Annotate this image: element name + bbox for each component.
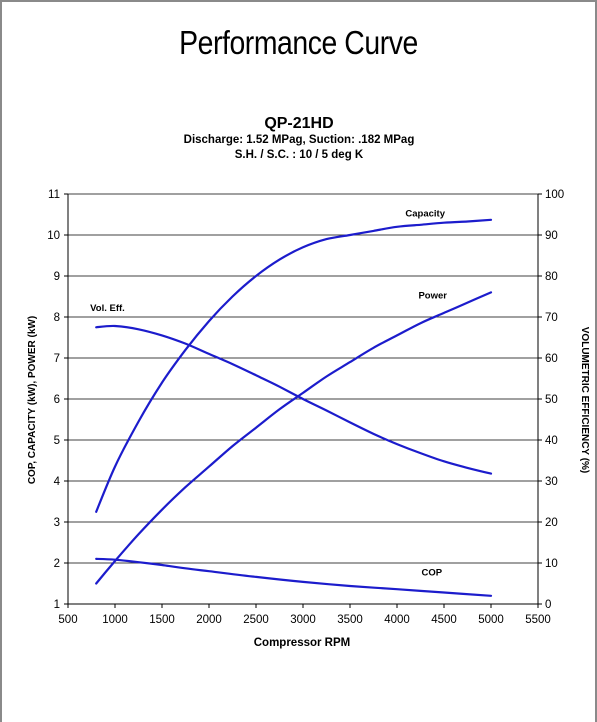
- x-tick-label-3: 2000: [196, 614, 222, 626]
- x-tick-label-9: 5000: [478, 614, 504, 626]
- y-tick-label-1: 2: [54, 558, 60, 570]
- y2-tick-label-5: 50: [545, 394, 558, 406]
- x-tick-label-5: 3000: [290, 614, 316, 626]
- series-label-cop: COP: [421, 567, 442, 578]
- y2-tick-label-8: 80: [545, 271, 558, 283]
- y-ticks: 1 2 3 4 5 6 7 8 9 10 11: [47, 189, 68, 611]
- y-tick-label-9: 10: [47, 230, 60, 242]
- y2-tick-label-1: 10: [545, 558, 558, 570]
- series-line-vol-eff: [95, 324, 493, 475]
- y-tick-label-2: 3: [54, 517, 60, 529]
- y2-tick-label-4: 40: [545, 435, 558, 447]
- y-tick-label-5: 6: [54, 394, 60, 406]
- y-tick-label-3: 4: [54, 476, 61, 488]
- y2-tick-label-3: 30: [545, 476, 558, 488]
- x-tick-label-7: 4000: [384, 614, 410, 626]
- series-line-power: [95, 291, 493, 585]
- chart-subtitle-2: S.H. / S.C. : 10 / 5 deg K: [235, 149, 364, 161]
- series-line-capacity: [95, 218, 493, 513]
- series-label-power: Power: [418, 291, 447, 302]
- y-tick-label-10: 11: [48, 189, 60, 201]
- y2-tick-label-10: 100: [545, 189, 564, 201]
- series-label-capacity: Capacity: [405, 209, 445, 220]
- y2-tick-label-7: 70: [545, 312, 558, 324]
- y2-tick-label-9: 90: [545, 230, 558, 242]
- x-tick-label-10: 5500: [525, 614, 551, 626]
- series-label-vol-eff: Vol. Eff.: [90, 303, 125, 314]
- x-tick-label-0: 500: [58, 614, 77, 626]
- x-axis-label: Compressor RPM: [254, 637, 351, 649]
- x-tick-label-1: 1000: [102, 614, 128, 626]
- chart-title: QP-21HD: [264, 115, 333, 132]
- series-lines: [95, 218, 493, 597]
- page-title: Performance Curve: [179, 24, 418, 61]
- y-tick-label-7: 8: [54, 312, 60, 324]
- y2-ticks: 0 10 20 30 40 50 60 70 80 90 100: [538, 189, 564, 611]
- y2-axis-label: VOLUMETRIC EFFICIENCY (%): [579, 327, 590, 473]
- y-tick-label-4: 5: [54, 435, 60, 447]
- x-ticks: 500 1000 1500 2000 2500 3000 3500 4000 4500 5000 5…: [58, 604, 551, 626]
- y-tick-label-6: 7: [54, 353, 60, 365]
- x-tick-label-6: 3500: [337, 614, 363, 626]
- series-annotations: Capacity Power Vol. Eff. COP: [90, 209, 447, 579]
- y2-tick-label-0: 0: [545, 599, 551, 611]
- chart-subtitle-1: Discharge: 1.52 MPag, Suction: .182 MPag: [184, 134, 415, 146]
- series-line-cop: [95, 557, 493, 597]
- x-tick-label-8: 4500: [431, 614, 457, 626]
- y-tick-label-8: 9: [54, 271, 60, 283]
- x-tick-label-2: 1500: [149, 614, 175, 626]
- y2-tick-label-6: 60: [545, 353, 558, 365]
- y-axis-label: COP, CAPACITY (kW), POWER (kW): [27, 316, 38, 484]
- y-tick-label-0: 1: [54, 599, 60, 611]
- x-tick-label-4: 2500: [243, 614, 269, 626]
- y2-tick-label-2: 20: [545, 517, 558, 529]
